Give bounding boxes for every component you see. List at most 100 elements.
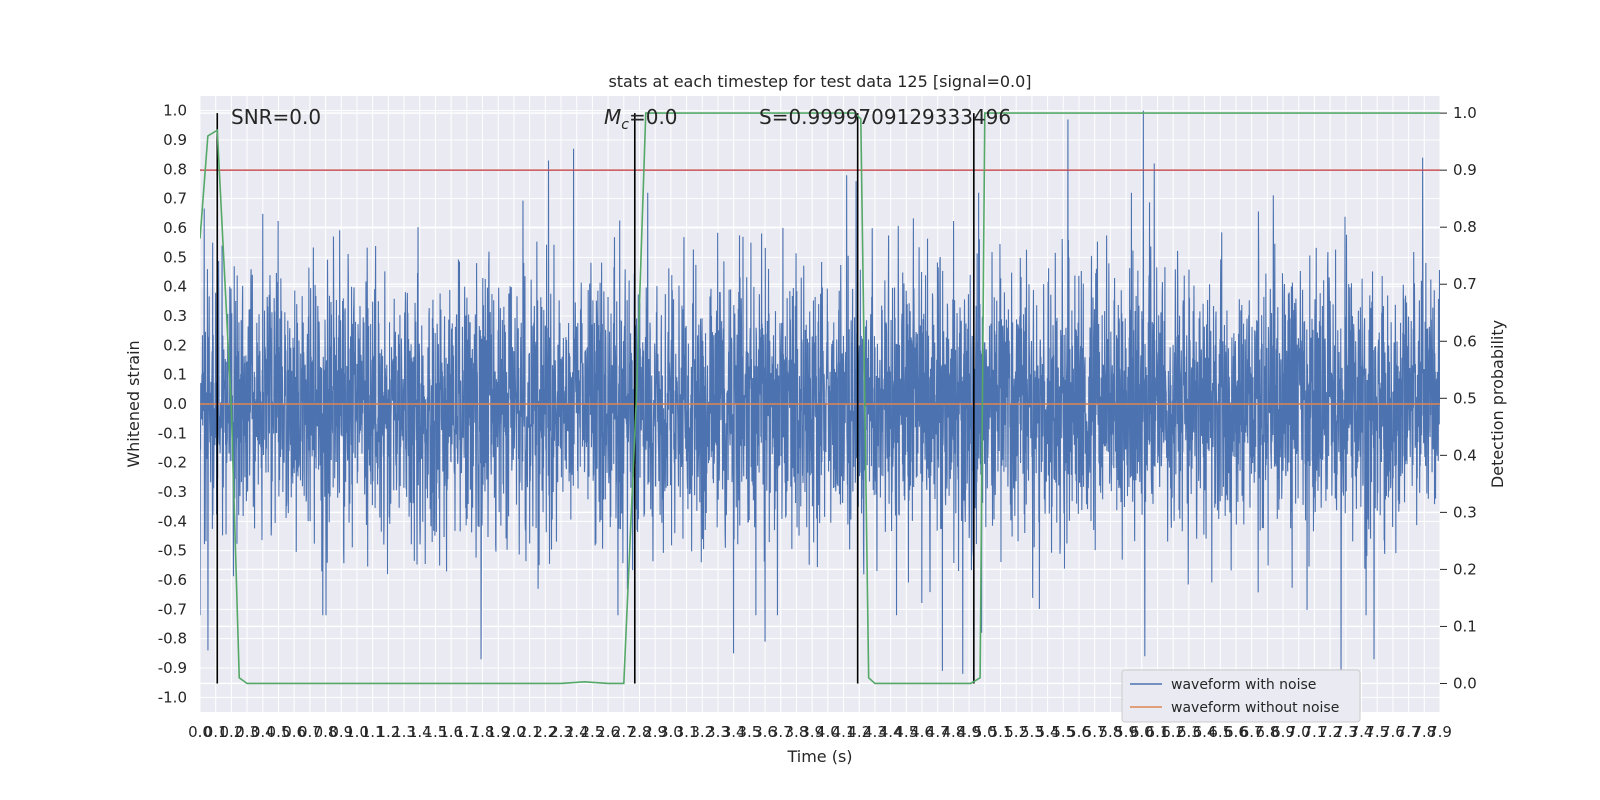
x-tick-label: 4.4 xyxy=(879,723,903,741)
x-tick-label: 4.0 xyxy=(816,723,840,741)
x-tick-label: 5.7 xyxy=(1083,723,1107,741)
x-tick-label: 1.1 xyxy=(361,723,385,741)
y-tick-label-right: 0.5 xyxy=(1453,389,1477,407)
x-tick-label: 0.0 xyxy=(188,723,212,741)
y-tick-label-left: -0.6 xyxy=(158,571,187,589)
y-tick-labels-left: -1.0 -0.9 -0.8 -0.7 -0.6 -0.5 -0.4 -0.3 -0.2 -0.1… xyxy=(158,102,187,707)
y-axis-label-left: Whitened strain xyxy=(124,340,143,467)
x-tick-label: 2.1 xyxy=(518,723,542,741)
x-tick-label: 6.1 xyxy=(1146,723,1170,741)
x-tick-label: 2.9 xyxy=(643,723,667,741)
x-tick-label: 6.5 xyxy=(1208,723,1232,741)
y-axis-label-right: Detection probability xyxy=(1488,320,1507,488)
x-tick-label: 3.7 xyxy=(769,723,793,741)
x-tick-label: 0.2 xyxy=(219,723,243,741)
y-tick-label-left: 1.0 xyxy=(163,102,187,120)
y-tick-labels-right: 0.0 0.1 0.2 0.3 0.4 0.5 0.6 0.7 0.8 0.9 1.0 xyxy=(1440,104,1477,692)
x-tick-label: 5.2 xyxy=(1004,723,1028,741)
x-tick-label: 0.6 xyxy=(282,723,306,741)
legend-label-waveform-with-noise: waveform with noise xyxy=(1171,677,1316,693)
y-tick-label-left: -0.3 xyxy=(158,483,187,501)
series-waveform-with-noise xyxy=(200,110,1440,680)
x-tick-label: 0.3 xyxy=(235,723,259,741)
y-tick-label-left: 0.3 xyxy=(163,307,187,325)
y-tick-label-left: -0.2 xyxy=(158,454,187,472)
x-tick-label: 5.0 xyxy=(973,723,997,741)
x-tick-label: 1.0 xyxy=(345,723,369,741)
x-tick-label: 4.7 xyxy=(926,723,950,741)
x-tick-label: 2.3 xyxy=(549,723,573,741)
x-tick-label: 2.4 xyxy=(565,723,589,741)
x-tick-label: 4.3 xyxy=(863,723,887,741)
y-tick-label-left: -0.8 xyxy=(158,630,187,648)
y-tick-label-left: 0.1 xyxy=(163,366,187,384)
x-tick-label: 5.6 xyxy=(1067,723,1091,741)
x-tick-label: 1.2 xyxy=(376,723,400,741)
x-tick-label: 6.6 xyxy=(1224,723,1248,741)
x-tick-label: 3.6 xyxy=(753,723,777,741)
y-tick-label-left: -0.7 xyxy=(158,600,187,618)
x-tick-label: 7.7 xyxy=(1397,723,1421,741)
x-tick-label: 0.9 xyxy=(329,723,353,741)
y-tick-label-right: 0.2 xyxy=(1453,560,1477,578)
x-tick-label: 0.7 xyxy=(298,723,322,741)
chirp-mass-subscript: c xyxy=(621,117,629,133)
x-tick-label: 4.8 xyxy=(941,723,965,741)
x-tick-label: 2.8 xyxy=(628,723,652,741)
y-tick-label-right: 0.8 xyxy=(1453,218,1477,236)
x-tick-label: 1.4 xyxy=(408,723,432,741)
x-tick-label: 1.7 xyxy=(455,723,479,741)
y-tick-label-left: -0.5 xyxy=(158,542,187,560)
x-tick-label: 4.2 xyxy=(847,723,871,741)
snr-annotation: SNR=0.0 xyxy=(231,105,321,129)
x-tick-label: 4.1 xyxy=(832,723,856,741)
x-tick-label: 2.5 xyxy=(580,723,604,741)
x-tick-label: 5.1 xyxy=(989,723,1013,741)
x-tick-label: 0.1 xyxy=(204,723,228,741)
legend: waveform with noise waveform without noi… xyxy=(1121,669,1361,723)
y-tick-label-right: 0.3 xyxy=(1453,503,1477,521)
x-tick-label: 7.2 xyxy=(1318,723,1342,741)
x-tick-label: 3.2 xyxy=(690,723,714,741)
x-tick-labels: 0.00.10.20.30.40.50.60.70.80.91.01.11.21… xyxy=(188,723,1452,741)
s-annotation: S=0.9999709129333496 xyxy=(759,105,1011,129)
y-tick-label-right: 0.7 xyxy=(1453,275,1477,293)
x-tick-label: 1.6 xyxy=(439,723,463,741)
x-tick-label: 2.6 xyxy=(596,723,620,741)
y-tick-label-left: 0.8 xyxy=(163,160,187,178)
y-tick-label-right: 0.0 xyxy=(1453,674,1477,692)
chart-title: stats at each timestep for test data 125… xyxy=(608,72,1031,91)
x-tick-label: 5.3 xyxy=(1020,723,1044,741)
x-tick-label: 1.8 xyxy=(471,723,495,741)
legend-label-waveform-without-noise: waveform without noise xyxy=(1171,700,1339,716)
x-tick-label: 3.4 xyxy=(722,723,746,741)
x-tick-label: 7.3 xyxy=(1334,723,1358,741)
x-tick-label: 7.4 xyxy=(1350,723,1374,741)
x-tick-label: 6.3 xyxy=(1177,723,1201,741)
x-tick-label: 3.5 xyxy=(737,723,761,741)
x-tick-label: 6.0 xyxy=(1130,723,1154,741)
x-tick-label: 6.7 xyxy=(1240,723,1264,741)
x-tick-label: 3.9 xyxy=(800,723,824,741)
x-tick-label: 4.5 xyxy=(894,723,918,741)
y-tick-label-left: 0.7 xyxy=(163,190,187,208)
y-tick-label-right: 0.4 xyxy=(1453,446,1477,464)
lines-layer xyxy=(200,112,1440,685)
x-tick-label: 2.7 xyxy=(612,723,636,741)
y-tick-label-right: 1.0 xyxy=(1453,104,1477,122)
x-axis-label: Time (s) xyxy=(786,747,852,766)
x-tick-label: 7.0 xyxy=(1287,723,1311,741)
x-tick-label: 3.3 xyxy=(706,723,730,741)
x-tick-label: 4.9 xyxy=(957,723,981,741)
chirp-mass-value: =0.0 xyxy=(629,105,678,129)
y-tick-label-left: 0.5 xyxy=(163,248,187,266)
y-tick-label-right: 0.6 xyxy=(1453,332,1477,350)
y-tick-label-left: 0.9 xyxy=(163,131,187,149)
y-tick-label-left: -0.9 xyxy=(158,659,187,677)
y-tick-label-left: 0.6 xyxy=(163,219,187,237)
x-tick-label: 0.5 xyxy=(267,723,291,741)
y-tick-label-left: -1.0 xyxy=(158,688,187,706)
x-tick-label: 4.6 xyxy=(910,723,934,741)
y-tick-label-left: -0.1 xyxy=(158,424,187,442)
